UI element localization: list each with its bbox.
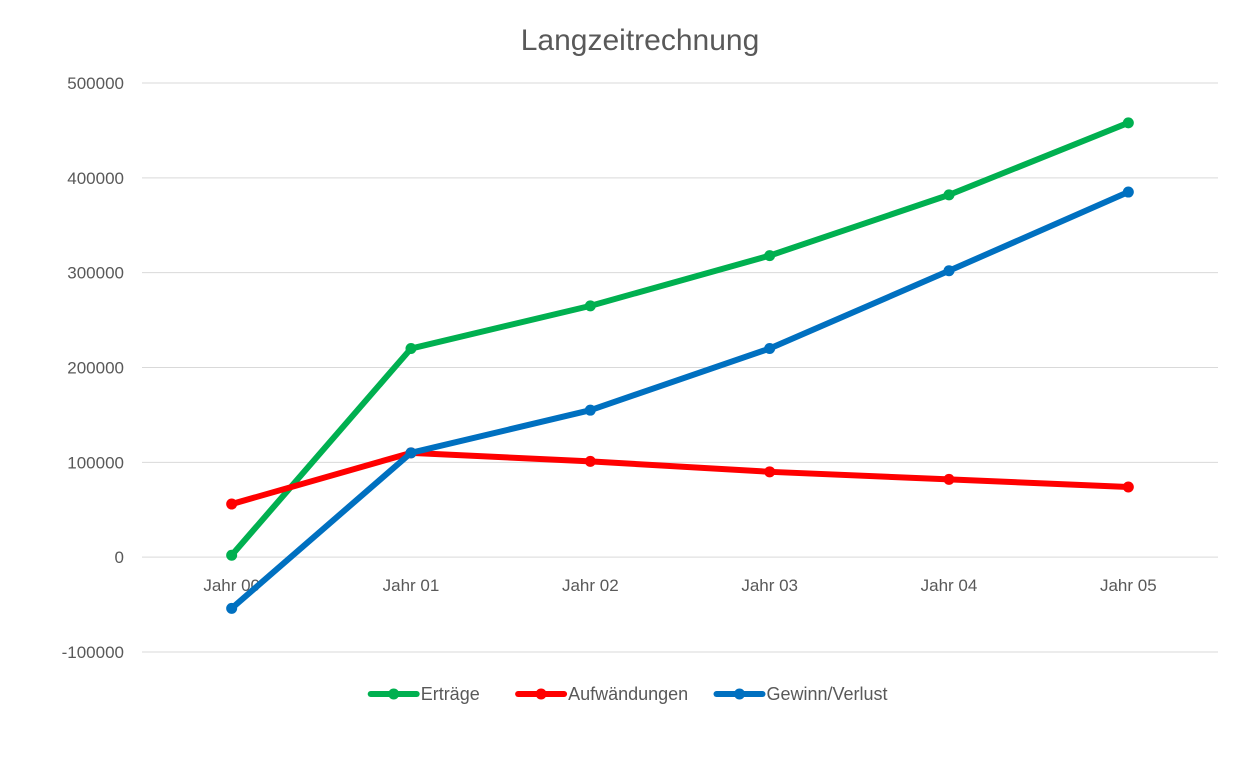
gridlines — [142, 82, 1218, 653]
data-point — [584, 300, 596, 312]
series-2 — [226, 186, 1134, 614]
series-0 — [226, 117, 1134, 561]
x-tick-label: Jahr 03 — [741, 576, 798, 595]
legend-item: Erträge — [367, 684, 480, 704]
x-tick-label: Jahr 05 — [1100, 576, 1157, 595]
data-point — [1122, 481, 1134, 493]
legend-item: Aufwändungen — [515, 684, 688, 704]
series-1 — [226, 447, 1134, 510]
x-tick-label: Jahr 00 — [203, 576, 260, 595]
y-tick-label: 100000 — [67, 453, 124, 472]
data-point — [943, 265, 955, 277]
series-layer — [226, 117, 1134, 614]
y-axis-tick-labels: -100000 0 100000 200000 300000 400000 500000 — [62, 74, 124, 662]
data-point — [405, 343, 417, 355]
y-tick-label: 0 — [115, 548, 124, 567]
data-point — [943, 473, 955, 485]
data-point — [1122, 117, 1134, 129]
data-point — [1122, 186, 1134, 198]
series-line — [228, 449, 1132, 508]
series-line — [228, 119, 1132, 559]
legend-label: Erträge — [421, 684, 480, 704]
x-axis-tick-labels: Jahr 00 Jahr 01 Jahr 02 Jahr 03 Jahr 04 Jahr … — [203, 576, 1156, 595]
y-tick-label: 500000 — [67, 74, 124, 93]
legend: Erträge Aufwändungen Gewinn/Verlust — [367, 684, 888, 704]
data-point — [405, 447, 417, 459]
y-tick-label: 400000 — [67, 169, 124, 188]
data-point — [226, 602, 238, 614]
data-point — [584, 404, 596, 416]
x-tick-label: Jahr 04 — [921, 576, 978, 595]
y-tick-label: 300000 — [67, 264, 124, 283]
data-point — [584, 455, 596, 467]
data-point — [764, 250, 776, 262]
y-tick-label: -100000 — [62, 643, 124, 662]
legend-label: Gewinn/Verlust — [767, 684, 888, 704]
legend-swatch-marker — [535, 688, 547, 700]
data-point — [764, 466, 776, 478]
data-point — [943, 189, 955, 201]
y-tick-label: 200000 — [67, 359, 124, 378]
data-point — [764, 343, 776, 355]
x-tick-label: Jahr 01 — [383, 576, 440, 595]
legend-item: Gewinn/Verlust — [713, 684, 888, 704]
legend-swatch-marker — [388, 688, 400, 700]
x-tick-label: Jahr 02 — [562, 576, 619, 595]
data-point — [226, 498, 238, 510]
legend-swatch-marker — [734, 688, 745, 700]
series-line — [228, 189, 1132, 612]
chart-title: Langzeitrechnung — [521, 24, 760, 57]
legend-label: Aufwändungen — [568, 684, 688, 704]
data-point — [226, 549, 238, 561]
